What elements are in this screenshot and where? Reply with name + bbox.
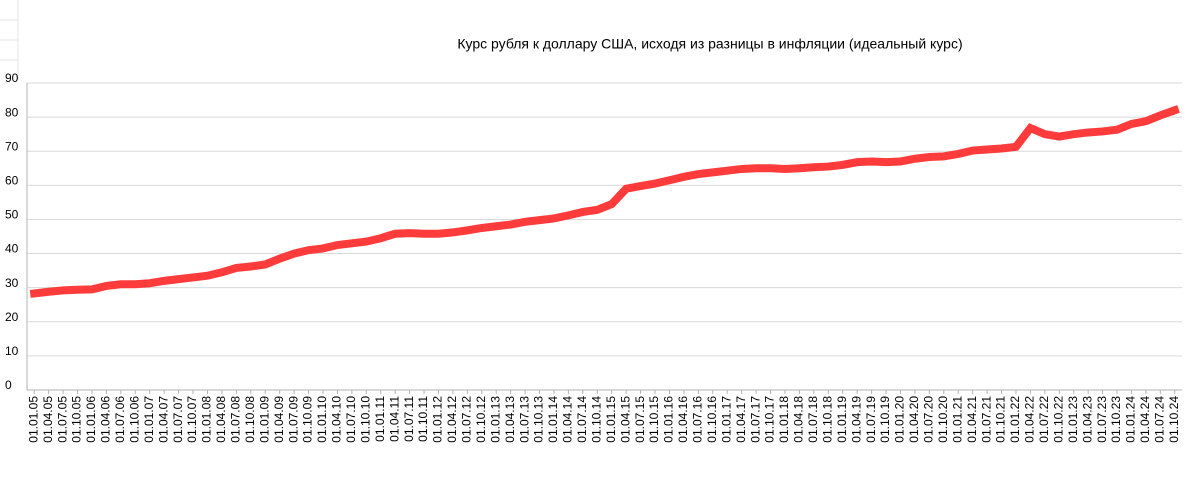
x-tick-label: 01.10.14	[589, 396, 603, 443]
x-tick-label: 01.10.24	[1167, 396, 1181, 443]
x-tick-label: 01.04.06	[99, 396, 113, 443]
x-tick-label: 01.07.12	[460, 396, 474, 443]
x-tick-label: 01.04.13	[503, 396, 517, 443]
x-tick-label: 01.04.14	[561, 396, 575, 443]
y-tick-label: 40	[5, 242, 19, 256]
x-tick-label: 01.01.12	[431, 396, 445, 443]
x-tick-label: 01.01.13	[488, 396, 502, 443]
x-tick-label: 01.04.24	[1138, 396, 1152, 443]
y-tick-label: 50	[5, 208, 19, 222]
x-tick-label: 01.07.23	[1095, 396, 1109, 443]
x-tick-label: 01.04.08	[214, 396, 228, 443]
x-tick-label: 01.04.07	[156, 396, 170, 443]
x-tick-label: 01.01.24	[1124, 396, 1138, 443]
x-tick-label: 01.04.22	[1023, 396, 1037, 443]
x-tick-label: 01.04.09	[272, 396, 286, 443]
x-tick-label: 01.04.21	[965, 396, 979, 443]
x-tick-label: 01.07.24	[1153, 396, 1167, 443]
x-tick-label: 01.04.12	[445, 396, 459, 443]
x-tick-label: 01.07.16	[691, 396, 705, 443]
x-tick-label: 01.04.15	[618, 396, 632, 443]
y-tick-label: 30	[5, 276, 19, 290]
x-tick-label: 01.04.17	[734, 396, 748, 443]
x-tick-label: 01.01.11	[373, 396, 387, 442]
x-tick-label: 01.07.18	[806, 396, 820, 443]
x-tick-label: 01.10.15	[647, 396, 661, 443]
y-tick-label: 0	[5, 378, 12, 392]
x-tick-label: 01.07.15	[633, 396, 647, 443]
x-tick-label: 01.07.22	[1037, 396, 1051, 443]
x-tick-label: 01.07.06	[113, 396, 127, 443]
x-tick-label: 01.10.11	[416, 396, 430, 442]
y-tick-label: 10	[5, 344, 19, 358]
x-tick-label: 01.10.05	[70, 396, 84, 443]
x-tick-label: 01.04.16	[676, 396, 690, 443]
x-tick-label: 01.10.09	[301, 396, 315, 443]
x-tick-label: 01.07.11	[402, 396, 416, 442]
x-tick-label: 01.04.20	[907, 396, 921, 443]
x-tick-label: 01.01.21	[950, 396, 964, 443]
x-tick-label: 01.10.12	[474, 396, 488, 443]
x-tick-label: 01.01.23	[1066, 396, 1080, 443]
x-tick-label: 01.01.09	[257, 396, 271, 443]
x-tick-label: 01.10.06	[127, 396, 141, 443]
chart-title: Курс рубля к доллару США, исходя из разн…	[457, 36, 962, 52]
x-tick-label: 01.07.09	[286, 396, 300, 443]
x-tick-label: 01.01.10	[315, 396, 329, 443]
x-tick-label: 01.04.10	[330, 396, 344, 443]
x-tick-label: 01.07.10	[344, 396, 358, 443]
x-tick-label: 01.01.06	[84, 396, 98, 443]
x-tick-label: 01.04.23	[1080, 396, 1094, 443]
x-tick-label: 01.01.22	[1008, 396, 1022, 443]
y-tick-label: 20	[5, 310, 19, 324]
data-line	[29, 105, 1180, 298]
x-tick-label: 01.10.21	[994, 396, 1008, 443]
x-tick-label: 01.07.08	[229, 396, 243, 443]
x-tick-label: 01.10.08	[243, 396, 257, 443]
x-tick-label: 01.07.14	[575, 396, 589, 443]
x-tick-label: 01.07.17	[748, 396, 762, 443]
sheet-lines	[0, 0, 19, 80]
x-tick-label: 01.07.07	[171, 396, 185, 443]
x-tick-label: 01.04.18	[792, 396, 806, 443]
x-tick-label: 01.07.13	[517, 396, 531, 443]
y-tick-label: 70	[5, 139, 19, 153]
x-tick-label: 01.01.07	[142, 396, 156, 443]
x-tick-label: 01.01.16	[662, 396, 676, 443]
x-tick-label: 01.07.19	[864, 396, 878, 443]
y-tick-label: 80	[5, 105, 19, 119]
x-tick-label: 01.01.15	[604, 396, 618, 443]
x-tick-label: 01.04.05	[41, 396, 55, 443]
x-tick-label: 01.10.19	[878, 396, 892, 443]
x-tick-label: 01.04.19	[849, 396, 863, 443]
x-tick-label: 01.10.13	[532, 396, 546, 443]
x-tick-label: 01.10.22	[1051, 396, 1065, 443]
x-tick-label: 01.10.20	[936, 396, 950, 443]
x-tick-label: 01.01.19	[835, 396, 849, 443]
y-tick-label: 60	[5, 174, 19, 188]
x-tick-label: 01.04.11	[387, 396, 401, 442]
x-tick-label: 01.10.10	[358, 396, 372, 443]
x-tick-label: 01.01.20	[893, 396, 907, 443]
x-tick-label: 01.01.17	[719, 396, 733, 443]
x-tick-label: 01.10.16	[705, 396, 719, 443]
x-tick-label: 01.01.14	[546, 396, 560, 443]
x-tick-label: 01.10.23	[1109, 396, 1123, 443]
x-tick-label: 01.10.18	[820, 396, 834, 443]
x-tick-label: 01.01.05	[26, 396, 40, 443]
x-tick-label: 01.07.05	[55, 396, 69, 443]
x-tick-label: 01.10.17	[763, 396, 777, 443]
x-tick-label: 01.07.20	[922, 396, 936, 443]
x-tick-label: 01.01.18	[777, 396, 791, 443]
x-tick-label: 01.01.08	[200, 396, 214, 443]
x-tick-label: 01.10.07	[185, 396, 199, 443]
x-tick-label: 01.07.21	[979, 396, 993, 443]
y-tick-label: 90	[5, 71, 19, 85]
